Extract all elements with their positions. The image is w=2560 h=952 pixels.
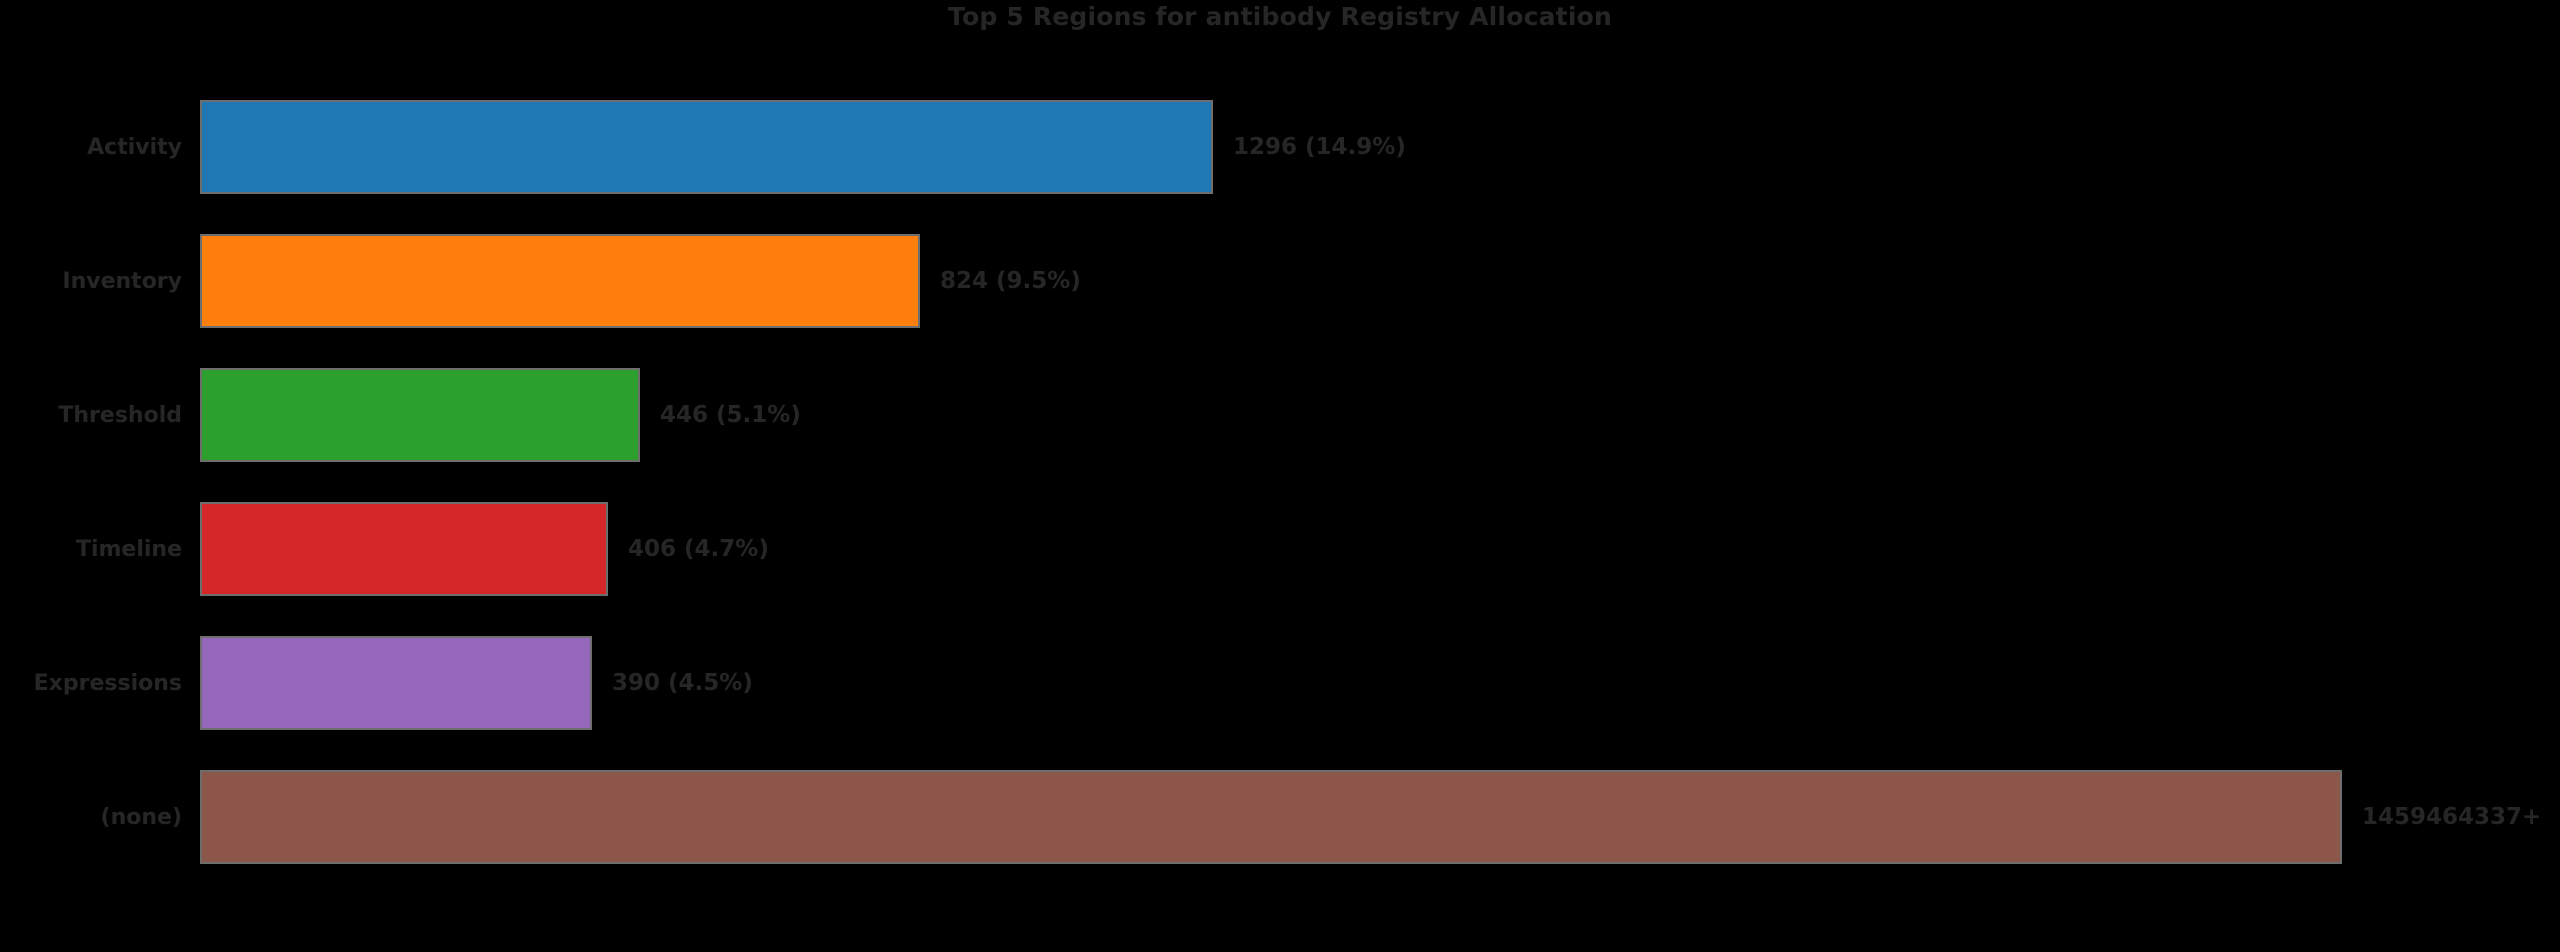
bar-value-label: 390 (4.5%) bbox=[612, 670, 753, 696]
category-label: Threshold bbox=[58, 402, 182, 428]
category-label: (none) bbox=[100, 804, 182, 830]
bar-inventory[interactable] bbox=[200, 234, 920, 328]
bar-none[interactable] bbox=[200, 770, 2342, 864]
bar-row: Timeline 406 (4.7%) bbox=[76, 502, 2490, 596]
bar-value-label: 406 (4.7%) bbox=[628, 536, 769, 562]
bar-expressions[interactable] bbox=[200, 636, 592, 730]
bar-activity[interactable] bbox=[200, 100, 1213, 194]
y-axis-tick-label: Activity bbox=[0, 100, 182, 194]
bar-row: (none) 1459464337+ bbox=[101, 770, 2541, 864]
plot-area: Activity 1296 (14.9%) Inventory 824 (9.5… bbox=[34, 60, 2541, 928]
bar-threshold[interactable] bbox=[200, 368, 640, 462]
bar-row: Expressions 390 (4.5%) bbox=[34, 636, 2490, 730]
bar-value-label: 1459464337+ bbox=[2362, 804, 2542, 830]
bar-row: Threshold 446 (5.1%) bbox=[58, 368, 2490, 462]
bar-value-label: 1296 (14.9%) bbox=[1233, 134, 1406, 160]
y-axis-tick-label: (none) bbox=[0, 770, 182, 864]
category-label: Expressions bbox=[33, 670, 182, 696]
bar-row: Inventory 824 (9.5%) bbox=[62, 234, 2490, 328]
y-axis-tick-label: Expressions bbox=[0, 636, 182, 730]
y-axis-tick-label: Timeline bbox=[0, 502, 182, 596]
chart-title: Top 5 Regions for antibody Registry Allo… bbox=[948, 2, 1612, 31]
category-label: Timeline bbox=[75, 536, 182, 562]
bar-timeline[interactable] bbox=[200, 502, 608, 596]
category-label: Inventory bbox=[62, 268, 182, 294]
bar-value-label: 446 (5.1%) bbox=[660, 402, 801, 428]
bar-value-label: 824 (9.5%) bbox=[940, 268, 1081, 294]
y-axis-tick-label: Inventory bbox=[0, 234, 182, 328]
y-axis-tick-label: Threshold bbox=[0, 368, 182, 462]
category-label: Activity bbox=[87, 134, 182, 160]
bar-row: Activity 1296 (14.9%) bbox=[87, 100, 2490, 194]
